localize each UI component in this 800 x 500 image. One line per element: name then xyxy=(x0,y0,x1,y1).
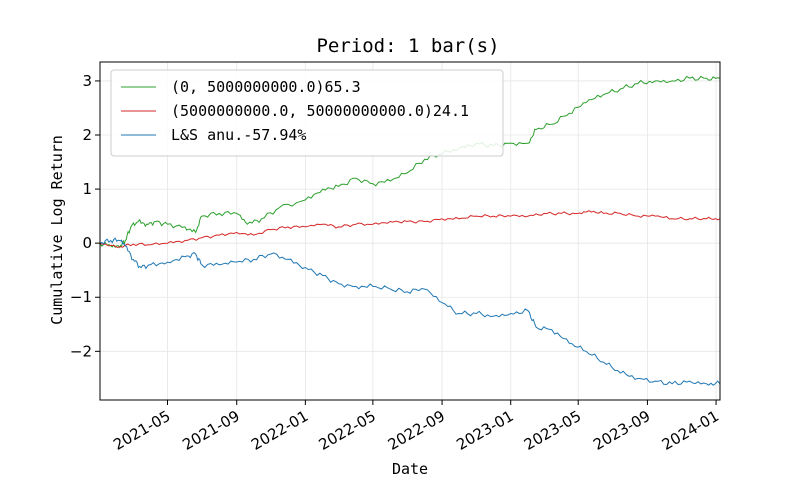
y-tick-label: 2 xyxy=(82,126,92,144)
series-line-1 xyxy=(99,210,721,249)
legend-label-1: (5000000000.0, 50000000000.0)24.1 xyxy=(171,102,469,120)
y-axis: −2 −1 0 1 2 3 xyxy=(70,72,100,360)
x-axis: 2021-05 2021-09 2022-01 2022-05 2022-09 2023-… xyxy=(110,400,722,454)
legend-label-0: (0, 5000000000.0)65.3 xyxy=(171,78,361,96)
series-line-0 xyxy=(99,75,721,249)
y-tick-label: −2 xyxy=(70,342,92,360)
series-line-2 xyxy=(99,237,721,386)
y-tick-label: 1 xyxy=(82,180,92,198)
legend-label-2: L&S anu.-57.94% xyxy=(171,126,306,144)
x-tick-label: 2023-01 xyxy=(453,407,516,454)
y-tick-label: 3 xyxy=(82,72,92,90)
x-tick-label: 2022-01 xyxy=(248,407,311,454)
legend-box xyxy=(110,69,504,157)
x-tick-label: 2023-05 xyxy=(521,407,584,454)
plot-frame xyxy=(99,61,721,401)
x-axis-label: Date xyxy=(392,460,428,478)
y-axis-label: Cumulative Log Return xyxy=(48,135,66,325)
legend: (0, 5000000000.0)65.3 (5000000000.0, 5000… xyxy=(110,69,504,157)
x-tick-label: 2024-01 xyxy=(659,407,722,454)
series-layer xyxy=(99,75,721,386)
x-tick-label: 2022-05 xyxy=(316,407,379,454)
y-tick-label: 0 xyxy=(82,234,92,252)
y-tick-label: −1 xyxy=(70,288,92,306)
x-tick-label: 2022-09 xyxy=(385,407,448,454)
x-tick-label: 2021-09 xyxy=(179,407,242,454)
x-tick-label: 2023-09 xyxy=(590,407,653,454)
x-tick-label: 2021-05 xyxy=(110,407,173,454)
chart-title: Period: 1 bar(s) xyxy=(316,35,499,57)
